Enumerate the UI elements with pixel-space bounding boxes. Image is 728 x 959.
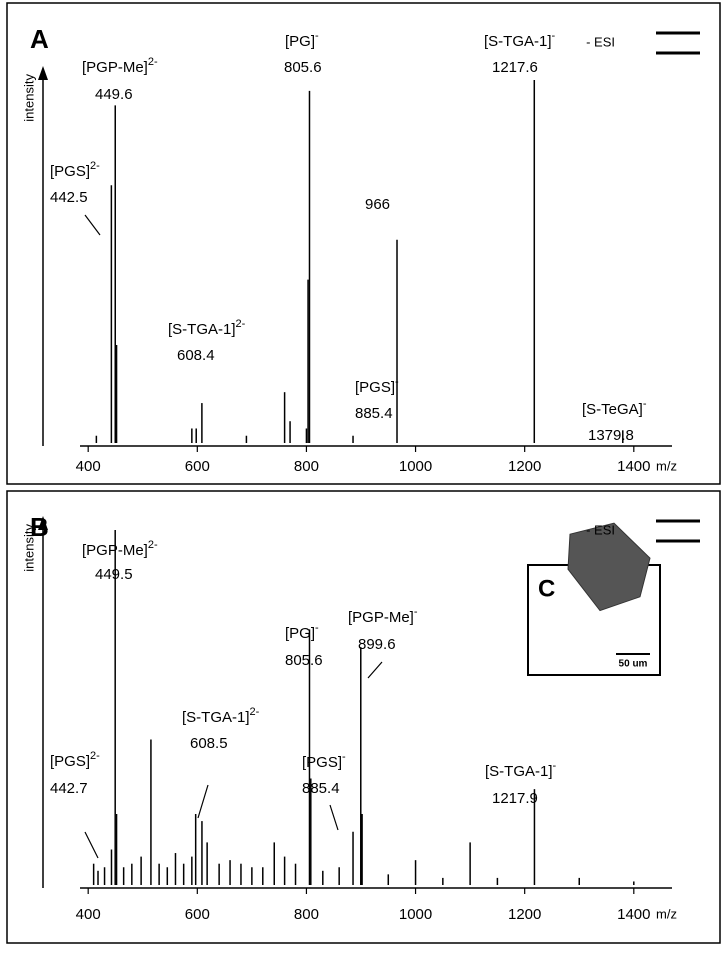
ion-name: [S-TGA-1] [484,33,552,50]
x-tick-label: 1200 [508,906,541,923]
ion-name: [PGP-Me] [348,609,414,626]
ion-charge: - [315,622,319,634]
panel-frame [6,490,721,944]
ion-charge: 2- [90,750,100,762]
peak-annotation: [PGS]- [302,751,346,771]
peak-mz-label: 1217.6 [492,59,538,76]
x-tick-label: 600 [185,458,210,475]
peak-annotation: [PGP-Me]- [348,606,418,626]
peak-mz-label: 885.4 [302,780,340,797]
x-tick-label: 1400 [617,906,650,923]
peak-mz-label: 805.6 [284,59,322,76]
peak-mz-label: 608.4 [177,347,215,364]
ion-charge: - [643,398,647,410]
ion-name: [S-TGA-1] [485,763,553,780]
panel-label: A [30,24,49,54]
ion-charge: - [315,30,319,42]
ion-mode: - ESI [586,522,615,537]
peak-annotation: [PGS]- [355,376,399,396]
x-axis-label: m/z [656,906,677,921]
x-tick-label: 800 [294,906,319,923]
ion-name: [PGP-Me] [82,59,148,76]
x-tick-label: 1200 [508,458,541,475]
ion-name: [PG] [285,625,315,642]
ion-name: [PGS] [302,754,342,771]
peak-mz-label: 966 [365,196,390,213]
ion-name: [PGP-Me] [82,542,148,559]
leader-line [84,831,99,859]
peak-mz-label: 1217.9 [492,790,538,807]
peak-annotation: [PGP-Me]2- [82,56,158,76]
peak-mz-label: 442.7 [50,780,88,797]
peak-mz-label: 899.6 [358,636,396,653]
crystal [567,522,651,612]
peak-mz-label: 449.5 [95,566,133,583]
ion-mode: - ESI [586,34,615,49]
peak-annotation: [S-TGA-1]2- [168,318,246,338]
x-tick-label: 800 [294,458,319,475]
peak-annotation: [S-TeGA]- [582,398,647,418]
leader-line [84,214,101,236]
inset-label: C [538,575,555,602]
leader-line [367,661,383,679]
leader-line [197,784,209,819]
arrow-head [38,66,48,80]
ion-charge: 2- [90,160,100,172]
ion-charge: - [342,751,346,763]
x-tick-label: 600 [185,906,210,923]
inset [527,522,661,676]
arrow-head [38,516,48,530]
scale-bar-label: 50 um [619,659,648,670]
peak-annotation: [PG]- [285,622,319,642]
peak-annotation: [S-TGA-1]- [485,760,557,780]
ion-charge: - [414,606,418,618]
peak-mz-label: 1379.8 [588,427,634,444]
x-tick-label: 400 [76,458,101,475]
ion-charge: 2- [148,56,158,68]
peak-mz-label: 608.5 [190,735,228,752]
x-tick-label: 400 [76,906,101,923]
ion-charge: - [552,30,556,42]
spectrum-panel: B- ESIintensity400600800100012001400m/z[… [21,512,700,923]
x-tick-label: 1400 [617,458,650,475]
ion-name: [PG] [285,33,315,50]
x-axis-label: m/z [656,458,677,473]
peak-mz-label: 442.5 [50,189,88,206]
peak-annotation: [S-TGA-1]2- [182,706,260,726]
peak-annotation: [PGS]2- [50,160,100,180]
panel-frame [6,2,721,485]
peak-annotation: [PGP-Me]2- [82,539,158,559]
ion-name: [PGS] [50,753,90,770]
ion-name: [PGS] [50,163,90,180]
ion-charge: - [395,376,399,388]
x-tick-label: 1000 [399,906,432,923]
peak-annotation: [S-TGA-1]- [484,30,556,50]
ion-name: [PGS] [355,379,395,396]
ion-charge: - [553,760,557,772]
peak-mz-label: 885.4 [355,405,393,422]
ion-charge: 2- [148,539,158,551]
ion-charge: 2- [250,706,260,718]
leader-line [329,804,339,831]
ion-name: [S-TeGA] [582,401,643,418]
x-tick-label: 1000 [399,458,432,475]
spectrum-panel: A - ESI intensity 400 600 800 1000 1200 1400 m/z [… [21,24,700,475]
y-axis-label: intensity [21,74,36,122]
ion-charge: 2- [236,318,246,330]
ion-name: [S-TGA-1] [168,321,236,338]
peak-annotation: [PG]- [285,30,319,50]
y-axis-label: intensity [21,524,36,572]
peak-mz-label: 805.6 [285,652,323,669]
ion-name: [S-TGA-1] [182,709,250,726]
peak-annotation: [PGS]2- [50,750,100,770]
peak-mz-label: 449.6 [95,86,133,103]
